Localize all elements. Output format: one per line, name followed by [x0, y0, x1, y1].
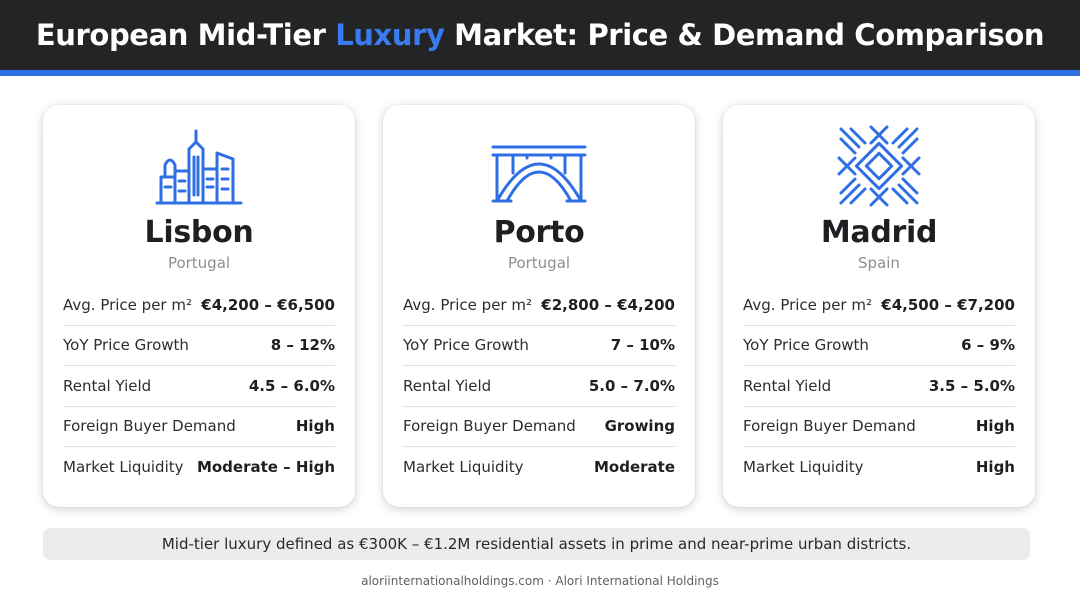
- city-card-lisbon: Lisbon Portugal Avg. Price per m² €4,200 …: [43, 105, 355, 507]
- metric-row-foreign-demand: Foreign Buyer Demand High: [63, 407, 335, 447]
- metric-row-foreign-demand: Foreign Buyer Demand Growing: [403, 407, 675, 447]
- metric-row-rental-yield: Rental Yield 3.5 – 5.0%: [743, 366, 1015, 407]
- metric-value: 5.0 – 7.0%: [588, 376, 675, 395]
- metric-value: 7 – 10%: [610, 336, 675, 355]
- metric-value: Moderate – High: [196, 458, 335, 477]
- city-country: Portugal: [507, 254, 571, 272]
- header-bar: European Mid-Tier Luxury Market: Price &…: [0, 0, 1080, 70]
- metrics-list: Avg. Price per m² €4,200 – €6,500 YoY Pri…: [63, 285, 335, 488]
- city-country: Spain: [858, 254, 900, 272]
- bridge-icon: [489, 125, 589, 207]
- metric-label: Market Liquidity: [63, 458, 184, 477]
- metric-label: Market Liquidity: [743, 458, 864, 477]
- metric-row-liquidity: Market Liquidity High: [743, 447, 1015, 488]
- metric-label: YoY Price Growth: [403, 336, 529, 355]
- metric-value: 4.5 – 6.0%: [248, 376, 335, 395]
- metric-value: High: [975, 458, 1015, 477]
- metric-label: Foreign Buyer Demand: [743, 417, 916, 436]
- metric-label: Avg. Price per m²: [403, 295, 532, 314]
- footnote-bar: Mid-tier luxury defined as €300K – €1.2M…: [43, 528, 1030, 560]
- metric-row-avg-price: Avg. Price per m² €4,500 – €7,200: [743, 285, 1015, 326]
- city-name: Madrid: [820, 215, 938, 250]
- metric-label: Foreign Buyer Demand: [63, 417, 236, 436]
- metrics-list: Avg. Price per m² €2,800 – €4,200 YoY Pri…: [403, 285, 675, 488]
- metric-label: Rental Yield: [63, 376, 152, 395]
- title-part-after: Market: Price & Demand Comparison: [444, 18, 1045, 52]
- source-credit: aloriinternationalholdings.com · Alori I…: [361, 574, 719, 588]
- metric-label: Avg. Price per m²: [743, 295, 872, 314]
- geometric-star-pattern-icon: [829, 125, 929, 207]
- metric-row-rental-yield: Rental Yield 5.0 – 7.0%: [403, 366, 675, 407]
- city-name: Lisbon: [144, 215, 254, 250]
- metric-value: Moderate: [593, 458, 675, 477]
- metric-label: Rental Yield: [743, 376, 832, 395]
- metric-row-yoy-growth: YoY Price Growth 7 – 10%: [403, 326, 675, 366]
- metric-label: Market Liquidity: [403, 458, 524, 477]
- page-title: European Mid-Tier Luxury Market: Price &…: [35, 18, 1045, 52]
- metric-label: Rental Yield: [403, 376, 492, 395]
- metric-row-liquidity: Market Liquidity Moderate: [403, 447, 675, 488]
- metrics-list: Avg. Price per m² €4,500 – €7,200 YoY Pri…: [743, 285, 1015, 488]
- metric-value: €4,500 – €7,200: [881, 295, 1015, 314]
- city-skyline-icon: [149, 125, 249, 207]
- metric-row-yoy-growth: YoY Price Growth 8 – 12%: [63, 326, 335, 366]
- metric-label: YoY Price Growth: [743, 336, 869, 355]
- metric-value: €2,800 – €4,200: [541, 295, 675, 314]
- metric-row-foreign-demand: Foreign Buyer Demand High: [743, 407, 1015, 447]
- city-country: Portugal: [167, 254, 231, 272]
- title-highlight: Luxury: [335, 18, 445, 52]
- title-part-before: European Mid-Tier: [35, 18, 336, 52]
- metric-label: Foreign Buyer Demand: [403, 417, 576, 436]
- city-card-madrid: Madrid Spain Avg. Price per m² €4,500 – €…: [723, 105, 1035, 507]
- city-name: Porto: [493, 215, 585, 250]
- header-accent-line: [0, 70, 1080, 76]
- metric-label: Avg. Price per m²: [63, 295, 192, 314]
- metric-row-yoy-growth: YoY Price Growth 6 – 9%: [743, 326, 1015, 366]
- metric-row-avg-price: Avg. Price per m² €2,800 – €4,200: [403, 285, 675, 326]
- metric-value: Growing: [604, 417, 675, 436]
- metric-value: High: [975, 417, 1015, 436]
- metric-value: High: [295, 417, 335, 436]
- city-card-porto: Porto Portugal Avg. Price per m² €2,800 –…: [383, 105, 695, 507]
- metric-row-avg-price: Avg. Price per m² €4,200 – €6,500: [63, 285, 335, 326]
- metric-value: €4,200 – €6,500: [201, 295, 335, 314]
- metric-value: 8 – 12%: [270, 336, 335, 355]
- metric-value: 3.5 – 5.0%: [928, 376, 1015, 395]
- footnote-text: Mid-tier luxury defined as €300K – €1.2M…: [161, 535, 912, 553]
- metric-label: YoY Price Growth: [63, 336, 189, 355]
- metric-row-liquidity: Market Liquidity Moderate – High: [63, 447, 335, 488]
- metric-value: 6 – 9%: [961, 336, 1015, 355]
- metric-row-rental-yield: Rental Yield 4.5 – 6.0%: [63, 366, 335, 407]
